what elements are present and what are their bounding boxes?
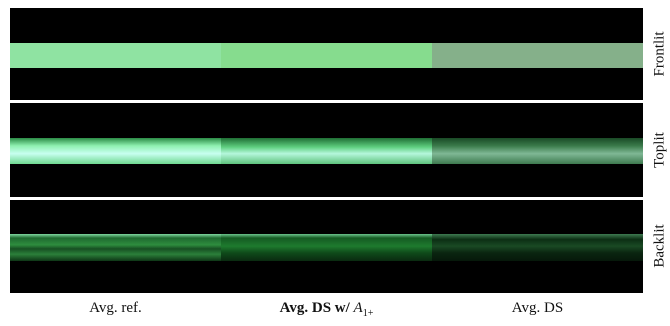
- backlit-bands: [10, 234, 643, 261]
- column-label: Avg. DS w/ A1+: [221, 300, 432, 319]
- toplit-bands: [10, 138, 643, 164]
- column-label-math: A: [354, 300, 363, 316]
- row-label: Frontlit: [651, 31, 667, 77]
- column-label-bold: Avg. DS w/: [280, 300, 350, 316]
- row-label: Backlit: [651, 224, 667, 268]
- column-label: Avg. ref.: [10, 300, 221, 317]
- row-label: Toplit: [651, 131, 667, 167]
- column-label-sub: 1+: [363, 308, 374, 319]
- column-label: Avg. DS: [432, 300, 643, 317]
- frontlit-bands: [10, 43, 643, 68]
- figure: Frontlit Toplit Backlit Avg. ref. Avg. D…: [0, 0, 670, 326]
- figure-panels: Frontlit Toplit Backlit: [0, 0, 670, 326]
